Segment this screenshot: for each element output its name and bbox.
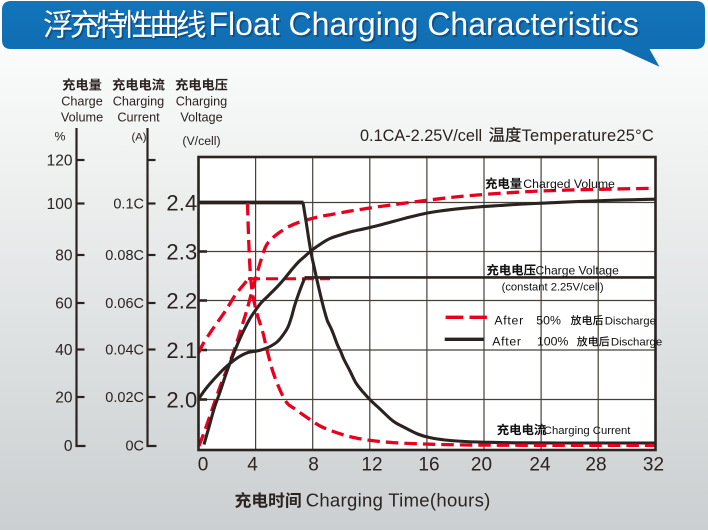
svg-text:Discharge: Discharge	[611, 337, 662, 349]
svg-text:2.0: 2.0	[166, 387, 197, 412]
svg-text:(V/cell): (V/cell)	[182, 134, 220, 148]
svg-text:0.06C: 0.06C	[105, 296, 144, 312]
svg-text:0: 0	[198, 455, 209, 476]
svg-text:50%: 50%	[536, 313, 561, 327]
svg-text:Charging Current: Charging Current	[544, 425, 632, 437]
svg-text:Voltage: Voltage	[180, 111, 222, 125]
svg-text:32: 32	[643, 455, 664, 476]
svg-text:Charging: Charging	[176, 95, 228, 109]
svg-text:16: 16	[418, 455, 439, 476]
svg-text:4: 4	[247, 455, 258, 476]
svg-text:Temperature25°C: Temperature25°C	[522, 127, 655, 145]
svg-text:(A): (A)	[131, 132, 146, 144]
svg-text:Charging: Charging	[113, 95, 165, 109]
svg-text:20: 20	[471, 455, 492, 476]
svg-text:Float Charging Characteristics: Float Charging Characteristics	[210, 8, 640, 44]
svg-text:0.08C: 0.08C	[105, 248, 144, 264]
svg-text:0.02C: 0.02C	[105, 390, 144, 406]
svg-text:60: 60	[55, 295, 73, 312]
svg-text:2.4: 2.4	[166, 190, 197, 215]
svg-text:20: 20	[55, 389, 73, 406]
svg-text:8: 8	[308, 455, 319, 476]
svg-text:2.1: 2.1	[166, 338, 197, 363]
svg-text:12: 12	[361, 455, 382, 476]
svg-text:After: After	[494, 313, 523, 327]
svg-text:(constant 2.25V/cell): (constant 2.25V/cell)	[502, 281, 604, 293]
svg-text:Float Charging Characteristics: Float Charging Characteristics	[209, 6, 639, 42]
svg-text:0.1CA-2.25V/cell: 0.1CA-2.25V/cell	[360, 127, 482, 145]
svg-text:0.1C: 0.1C	[113, 197, 144, 213]
svg-text:Current: Current	[117, 111, 160, 125]
svg-text:100: 100	[47, 196, 73, 213]
svg-text:28: 28	[585, 455, 606, 476]
svg-text:24: 24	[529, 455, 551, 476]
svg-text:Volume: Volume	[61, 111, 103, 125]
svg-text:Charge Voltage: Charge Voltage	[536, 264, 620, 278]
svg-text:0.04C: 0.04C	[105, 343, 144, 359]
svg-text:2.3: 2.3	[166, 239, 197, 264]
svg-text:120: 120	[47, 152, 73, 169]
svg-text:0: 0	[64, 438, 73, 455]
svg-text:After: After	[492, 335, 521, 349]
svg-text:Charged Volume: Charged Volume	[523, 177, 615, 191]
svg-text:80: 80	[55, 247, 73, 264]
svg-text:2.2: 2.2	[166, 288, 197, 313]
svg-text:40: 40	[55, 342, 73, 359]
svg-text:%: %	[55, 130, 66, 144]
svg-text:Charging Time(hours): Charging Time(hours)	[306, 490, 491, 511]
svg-text:0C: 0C	[125, 439, 144, 455]
svg-text:100%: 100%	[537, 335, 569, 349]
svg-text:Charge: Charge	[61, 95, 103, 109]
svg-text:Discharge: Discharge	[605, 315, 656, 327]
